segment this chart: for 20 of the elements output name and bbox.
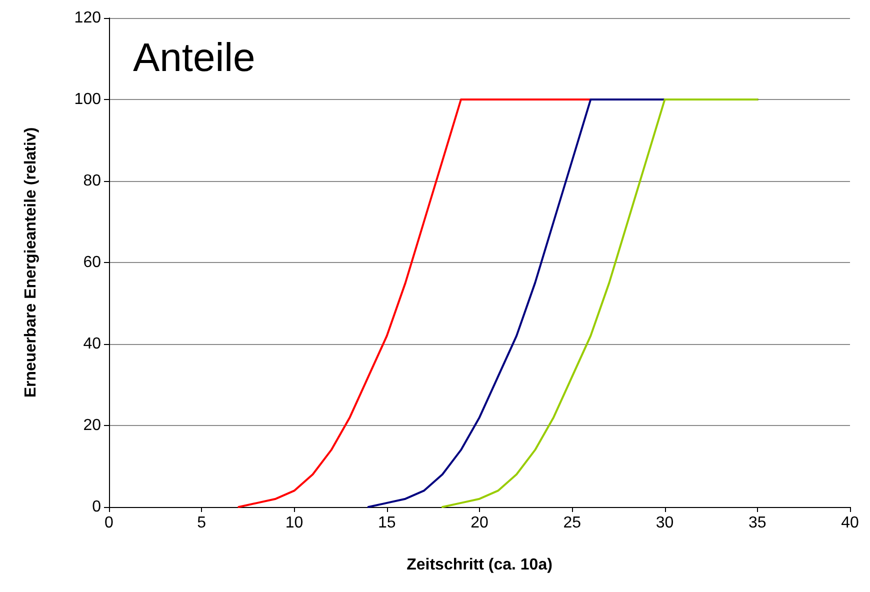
- y-axis-title: Erneuerbare Energieanteile (relativ): [22, 127, 40, 398]
- line-series: [441, 98, 758, 508]
- x-tick-label: 40: [841, 514, 859, 532]
- x-tick-label: 0: [104, 514, 114, 532]
- x-tick-label: 20: [470, 514, 488, 532]
- y-tick-label: 0: [92, 498, 102, 516]
- y-tick-label: 20: [83, 417, 102, 434]
- y-tick-label: 40: [83, 336, 102, 352]
- x-tick-label: 15: [378, 514, 396, 532]
- y-tick-label: 80: [83, 172, 102, 190]
- x-tick-label: 25: [563, 514, 582, 532]
- x-axis-title: Zeitschritt (ca. 10a): [406, 556, 552, 574]
- y-tick-label: 120: [74, 10, 102, 26]
- y-tick-label: 100: [74, 91, 102, 108]
- y-tick-label: 60: [83, 254, 102, 271]
- x-tick-label: 10: [285, 514, 304, 532]
- x-tick-label: 5: [197, 514, 206, 532]
- x-tick-label: 35: [748, 514, 766, 532]
- chart-title: Anteile: [133, 36, 256, 80]
- x-tick-label: 30: [656, 514, 674, 532]
